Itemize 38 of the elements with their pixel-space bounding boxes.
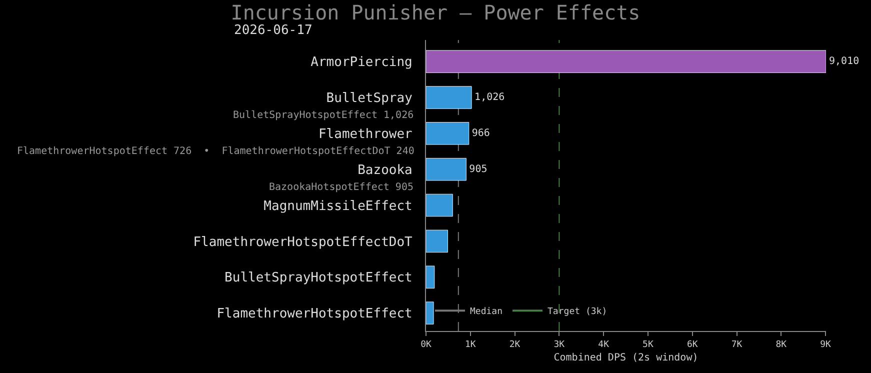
ref-line-label: Median <box>470 307 503 318</box>
bar <box>426 86 472 109</box>
y-tick-label: Flamethrower <box>318 126 413 142</box>
ref-line-label: Target (3k) <box>548 307 608 318</box>
bar <box>426 266 435 288</box>
bar <box>426 302 434 324</box>
bar <box>426 230 448 253</box>
x-tick-label: 4K <box>598 340 610 350</box>
data-label: 905 <box>469 164 488 175</box>
y-tick-label: MagnumMissileEffect <box>264 198 412 214</box>
y-tick-label: FlamethrowerHotspotEffect <box>216 306 412 322</box>
x-tick-label: 7K <box>731 340 743 350</box>
x-tick-label: 6K <box>686 340 698 350</box>
y-tick-label: ArmorPiercing <box>310 55 412 70</box>
text: BulletSprayHotspotEffect 1,026 <box>233 110 414 121</box>
x-tick-label: 5K <box>642 340 654 350</box>
x-tick-label: 9K <box>820 340 832 350</box>
y-tick-label: BulletSpray <box>326 91 413 106</box>
x-tick-label: 8K <box>776 340 788 350</box>
x-tick-label: 1K <box>464 340 476 350</box>
bar <box>426 50 826 73</box>
x-tick-label: 0K <box>420 340 432 350</box>
chart-title: Incursion Punisher — Power Effects <box>230 0 640 25</box>
x-tick-label: 3K <box>554 340 566 350</box>
y-tick-label: BulletSprayHotspotEffect <box>224 270 412 286</box>
bar <box>426 158 466 181</box>
data-label: 966 <box>472 128 490 139</box>
bar <box>426 194 453 217</box>
bar <box>426 122 470 145</box>
y-tick-label: Bazooka <box>358 162 412 178</box>
data-label: 9,010 <box>829 56 860 68</box>
text: FlamethrowerHotspotEffect 726 • FlamethrowerHotspotEffectDoT 240 <box>17 146 414 157</box>
text: BazookaHotspotEffect 905 <box>269 182 414 193</box>
x-axis-title: Combined DPS (2s window) <box>554 352 698 364</box>
x-tick-label: 2K <box>509 340 521 350</box>
data-label: 1,026 <box>474 92 505 103</box>
text: 2026-06-17 <box>234 23 312 38</box>
y-tick-label: FlamethrowerHotspotEffectDoT <box>193 234 413 250</box>
